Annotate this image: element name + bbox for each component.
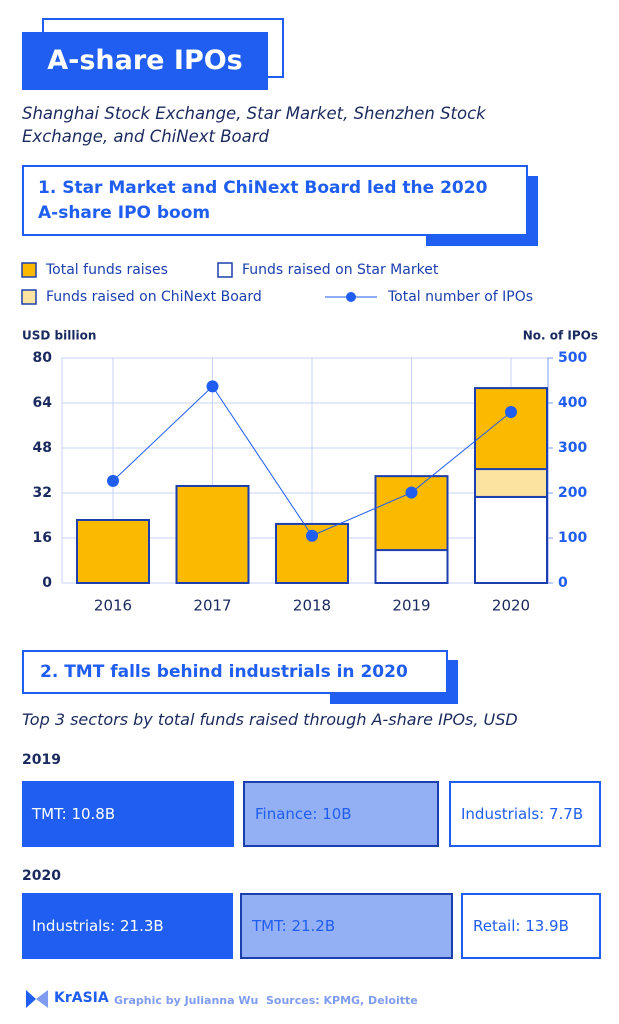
- line-point: [107, 474, 119, 487]
- section-subtitle: Top 3 sectors by total funds raised thro…: [22, 710, 518, 729]
- x-tick-label: 2019: [392, 597, 430, 615]
- year-label: 2020: [22, 868, 61, 884]
- line-point: [306, 529, 318, 542]
- line-point: [505, 406, 517, 418]
- x-tick-label: 2020: [492, 597, 530, 615]
- logo-shape: [26, 990, 36, 1008]
- subtitle: Shanghai Stock Exchange, Star Market, Sh…: [22, 104, 486, 146]
- y-tick-label: 64: [33, 395, 53, 411]
- legend-swatch: [21, 289, 37, 305]
- bar: [76, 519, 150, 584]
- legend-label: Total number of IPOs: [387, 289, 533, 305]
- y2-tick-label: 100: [558, 530, 587, 546]
- sector-block: Industrials: 7.7B: [449, 781, 601, 847]
- y-tick-label: 32: [33, 485, 52, 501]
- legend-swatch: [21, 262, 37, 278]
- bar: [175, 484, 250, 584]
- sector-block: TMT: 10.8B: [22, 781, 234, 847]
- x-tick-label: 2017: [193, 597, 231, 615]
- y-tick-label: 80: [33, 350, 53, 366]
- sources: Sources: KPMG, Deloitte: [266, 994, 418, 1007]
- y-tick-label: 0: [42, 575, 52, 591]
- sector-block: TMT: 21.2B: [240, 893, 453, 959]
- logo-shape: [36, 990, 48, 1008]
- chart: Total funds raises Funds raised on Star M…: [21, 262, 598, 615]
- y-tick-label: 16: [33, 530, 52, 546]
- sector-block: Industrials: 21.3B: [22, 893, 233, 959]
- y2-tick-label: 200: [558, 485, 587, 501]
- y2-axis-label: No. of IPOs: [523, 329, 598, 343]
- line-point: [405, 486, 418, 499]
- x-tick-label: 2016: [94, 597, 132, 615]
- legend-label: Funds raised on ChiNext Board: [46, 289, 262, 305]
- y2-tick-label: 300: [558, 440, 587, 456]
- y-axis-label: USD billion: [22, 329, 96, 343]
- y2-tick-label: 500: [558, 350, 587, 366]
- year-label: 2019: [22, 752, 61, 768]
- brand: KrASIA: [54, 990, 109, 1006]
- section-title: 1. Star Market and ChiNext Board led the…: [22, 165, 528, 236]
- legend-marker: [346, 292, 356, 302]
- sector-block: Finance: 10B: [243, 781, 439, 847]
- legend-label: Funds raised on Star Market: [242, 262, 439, 278]
- credit: Graphic by Julianna Wu: [114, 994, 259, 1007]
- section-title: 2. TMT falls behind industrials in 2020: [22, 650, 448, 694]
- sector-block: Retail: 13.9B: [461, 893, 601, 959]
- y2-tick-label: 0: [558, 575, 568, 591]
- y-tick-label: 48: [33, 440, 52, 456]
- legend-label: Total funds raises: [45, 262, 168, 278]
- y2-tick-label: 400: [558, 395, 587, 411]
- bar: [374, 549, 449, 584]
- x-tick-label: 2018: [293, 597, 331, 615]
- bar: [474, 468, 548, 498]
- line-point: [206, 380, 219, 393]
- bar: [474, 495, 548, 584]
- legend-swatch: [217, 262, 233, 278]
- logo: [26, 990, 48, 1008]
- title: A-share IPOs: [22, 32, 268, 90]
